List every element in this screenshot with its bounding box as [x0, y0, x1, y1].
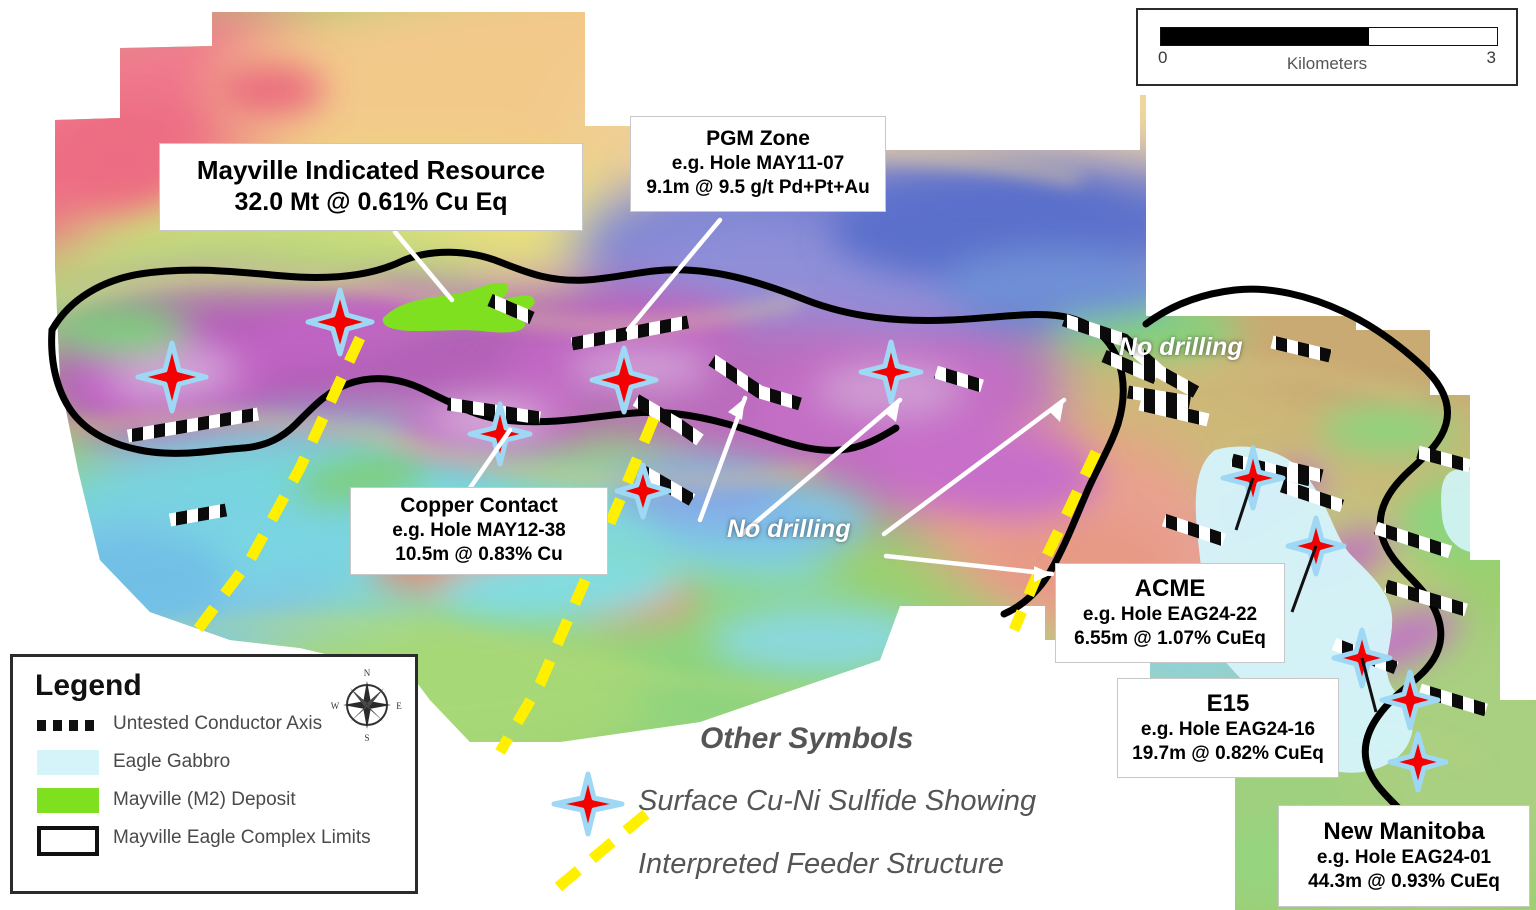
- legend-title: Legend: [35, 669, 142, 702]
- callout-title: Copper Contact: [400, 494, 558, 518]
- legend-item-conductor-axis: Untested Conductor Axis: [13, 705, 415, 743]
- dashed-line-icon: [37, 712, 99, 736]
- annotation-no-drilling-right: No drilling: [1119, 333, 1243, 361]
- annotation-no-drilling-center: No drilling: [727, 515, 851, 543]
- legend-item-complex-limits: Mayville Eagle Complex Limits: [13, 819, 415, 857]
- callout-title: E15: [1206, 689, 1250, 717]
- callout-mayville-indicated-resource: Mayville Indicated Resource 32.0 Mt @ 0.…: [159, 143, 583, 231]
- callout-new-manitoba: New Manitoba e.g. Hole EAG24-01 44.3m @ …: [1278, 805, 1530, 907]
- scale-max-label: 3: [1486, 48, 1496, 67]
- compass-north-label: N: [364, 668, 371, 678]
- callout-line-2: 19.7m @ 0.82% CuEq: [1132, 742, 1324, 764]
- callout-title: PGM Zone: [706, 127, 810, 151]
- scale-bar-graphic: [1160, 27, 1498, 46]
- compass-east-label: E: [396, 701, 402, 711]
- callout-title: New Manitoba: [1323, 817, 1485, 845]
- other-symbols-feeder-icon: [546, 809, 650, 899]
- scale-bar: 0 3 Kilometers: [1136, 8, 1518, 86]
- legend-item-label: Mayville (M2) Deposit: [113, 789, 296, 810]
- surface-sulfide-showings: [135, 287, 1449, 793]
- interpreted-feeder-structures: [191, 335, 1101, 755]
- callout-line-1: e.g. Hole MAY12-38: [392, 520, 566, 542]
- callout-pgm-zone: PGM Zone e.g. Hole MAY11-07 9.1m @ 9.5 g…: [630, 116, 886, 212]
- legend-item-mayville-deposit: Mayville (M2) Deposit: [13, 781, 415, 819]
- other-symbols-label-star: Surface Cu-Ni Sulfide Showing: [638, 785, 1037, 817]
- callout-line-1: e.g. Hole EAG24-01: [1316, 847, 1492, 869]
- legend-item-label: Mayville Eagle Complex Limits: [113, 827, 371, 848]
- compass-south-label: S: [364, 733, 369, 743]
- other-symbols-star-icon: [551, 771, 625, 837]
- other-symbols-title: Other Symbols: [700, 722, 914, 755]
- callout-line-1: e.g. Hole EAG24-22: [1082, 604, 1258, 626]
- compass-rose-icon: N S E W: [331, 668, 403, 743]
- deposit-swatch-icon: [37, 788, 99, 813]
- callout-line-1: e.g. Hole MAY11-07: [671, 153, 845, 175]
- legend-item-eagle-gabbro: Eagle Gabbro: [13, 743, 415, 781]
- scale-min-label: 0: [1158, 48, 1168, 67]
- legend-panel: Legend N S E W Untested: [10, 654, 418, 894]
- callout-title: ACME: [1134, 574, 1206, 602]
- legend-item-label: Eagle Gabbro: [113, 751, 231, 772]
- callout-copper-contact: Copper Contact e.g. Hole MAY12-38 10.5m …: [350, 487, 608, 575]
- callout-line-2: 9.1m @ 9.5 g/t Pd+Pt+Au: [646, 177, 870, 199]
- callout-line-2: 44.3m @ 0.93% CuEq: [1308, 870, 1500, 892]
- legend-item-label: Untested Conductor Axis: [113, 713, 323, 734]
- callout-e15: E15 e.g. Hole EAG24-16 19.7m @ 0.82% CuE…: [1117, 678, 1339, 778]
- callout-acme: ACME e.g. Hole EAG24-22 6.55m @ 1.07% Cu…: [1055, 563, 1285, 663]
- callout-line-2: 10.5m @ 0.83% Cu: [395, 544, 563, 566]
- callout-line-1: 32.0 Mt @ 0.61% Cu Eq: [234, 187, 508, 216]
- scale-unit-label: Kilometers: [1286, 54, 1368, 73]
- callout-leader-lines: [392, 217, 1067, 577]
- callout-line-1: e.g. Hole EAG24-16: [1140, 719, 1316, 741]
- callout-title: Mayville Indicated Resource: [196, 155, 546, 186]
- compass-west-label: W: [331, 701, 340, 711]
- gabbro-swatch-icon: [37, 750, 99, 775]
- untested-conductor-axes: [126, 294, 1488, 717]
- callout-line-2: 6.55m @ 1.07% CuEq: [1074, 627, 1266, 649]
- scale-bar-fill: [1161, 28, 1370, 45]
- other-symbols-label-feeder: Interpreted Feeder Structure: [638, 848, 1004, 880]
- outline-swatch-icon: [37, 826, 99, 856]
- leader-arrow-heads: [728, 398, 1064, 582]
- mayville-m2-deposit-polygon: [382, 282, 535, 333]
